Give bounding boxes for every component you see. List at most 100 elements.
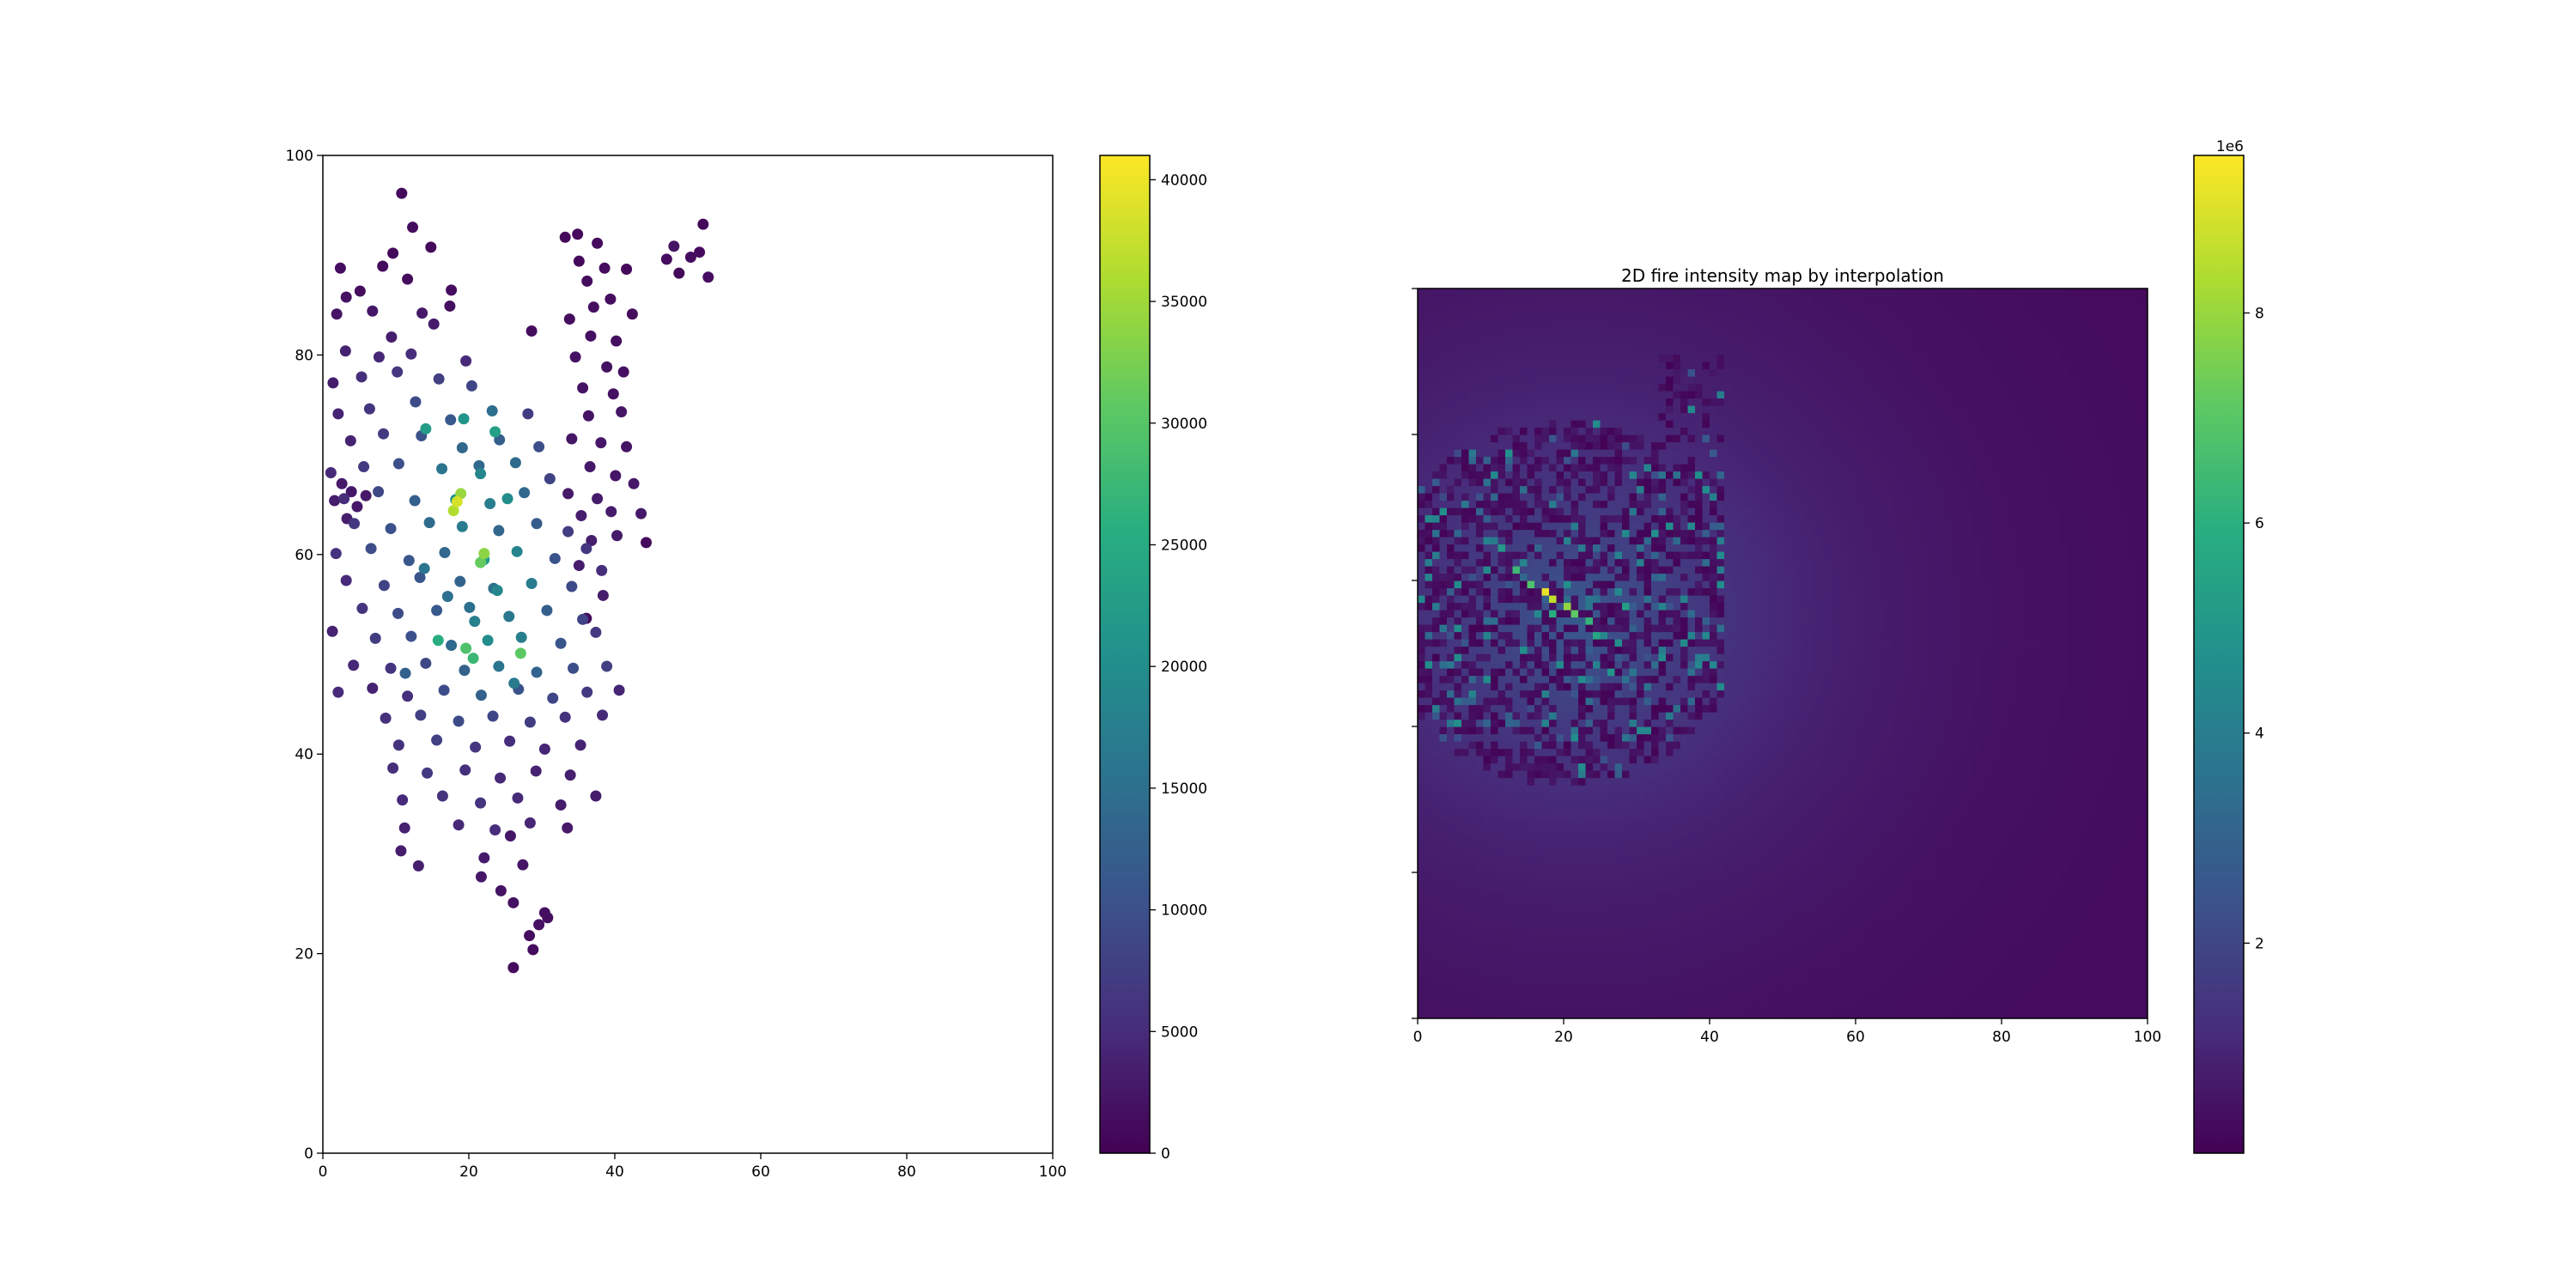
heatmap-cell [1505,952,1514,961]
heatmap-cell [1768,792,1777,800]
heatmap-cell [1710,989,1718,998]
scatter-point [544,472,556,484]
heatmap-cell [2060,916,2069,925]
heatmap-cell [1943,675,1952,683]
heatmap-cell [1943,762,1952,771]
heatmap-cell [2118,952,2127,961]
heatmap-cell [1614,806,1623,815]
heatmap-cell [1856,712,1864,720]
scatter-colorbar-tick-label: 35000 [1161,294,1207,311]
heatmap-cell [1716,704,1725,713]
heatmap-cell [1564,916,1572,925]
heatmap-cell [1877,923,1886,932]
heatmap-cell [1505,829,1514,837]
heatmap-cell [1826,814,1835,823]
heatmap-cell [2104,690,2112,698]
heatmap-cell [1447,748,1455,756]
heatmap-cell [1491,690,1499,698]
heatmap-cell [1643,938,1652,946]
heatmap-cell [1673,792,1681,800]
heatmap-cell [1578,690,1587,698]
heatmap-cell [1637,712,1645,720]
heatmap-cell [1432,1011,1441,1018]
heatmap-cell [1541,887,1550,896]
heatmap-cell [1914,821,1923,829]
heatmap-cell [1425,799,1433,808]
scatter-point [601,361,613,373]
heatmap-cell [1768,902,1777,910]
heatmap-cell [1702,697,1710,706]
heatmap-cell [1841,879,1850,888]
heatmap-cell [1651,975,1660,983]
heatmap-cell [2038,726,2046,735]
heatmap-cell [1848,1011,1856,1018]
heatmap-cell [1710,814,1718,823]
heatmap-cell [1549,872,1558,881]
heatmap-cell [1622,704,1631,713]
scatter-point [581,275,593,287]
heatmap-cell [2038,981,2046,990]
heatmap-cell [1994,908,2002,917]
heatmap-cell [1746,858,1754,866]
heatmap-cell [1783,865,1791,873]
heatmap-cell [1812,675,1820,683]
heatmap-cell [1666,850,1674,859]
heatmap-cell [1819,938,1827,946]
heatmap-cell [1505,733,1514,742]
heatmap-cell [1593,762,1601,771]
heatmap-cell [1877,1004,1886,1012]
heatmap-cell [2016,989,2025,998]
heatmap-cell [2118,719,2127,727]
heatmap-cell [1512,996,1521,1005]
heatmap-cell [1958,989,1966,998]
heatmap-cell [1965,975,1973,983]
heatmap-cell [1841,799,1850,808]
heatmap-cell [1768,945,1777,954]
heatmap-cell [2023,872,2032,881]
heatmap-cell [1994,697,2002,706]
heatmap-cell [1432,931,1441,939]
heatmap-cell [1972,712,1981,720]
heatmap-cell [1877,785,1886,793]
heatmap-cell [1775,923,1783,932]
heatmap-cell [1454,770,1462,779]
heatmap-cell [2008,996,2017,1005]
heatmap-cell [1950,879,1959,888]
heatmap-cell [2096,850,2105,859]
heatmap-cell [1498,697,1506,706]
heatmap-cell [1585,887,1594,896]
heatmap-cell [2096,777,2105,786]
heatmap-cell [1461,704,1470,713]
heatmap-cell [1578,726,1587,735]
heatmap-cell [2038,821,2046,829]
heatmap-cell [1658,690,1667,698]
heatmap-cell [2067,1011,2075,1018]
heatmap-cell [2060,872,2069,881]
heatmap-cell [1972,931,1981,939]
heatmap-cell [1812,785,1820,793]
heatmap-cell [1637,923,1645,932]
heatmap-cell [2118,923,2127,932]
heatmap-cell [1746,975,1754,983]
heatmap-cell [1899,792,1908,800]
heatmap-cell [2133,858,2142,866]
heatmap-cell [1965,756,1973,764]
heatmap-cell [1935,967,1944,975]
heatmap-cell [1862,741,1871,750]
scatter-point [607,388,619,400]
heatmap-cell [1979,843,1988,852]
heatmap-cell [2016,938,2025,946]
heatmap-cell [1797,843,1806,852]
heatmap-cell [1899,902,1908,910]
heatmap-cell [2104,931,2112,939]
heatmap-cell [1921,894,1929,902]
heatmap-cell [1454,835,1462,844]
heatmap-cell [1775,1004,1783,1012]
heatmap-cell [2002,704,2010,713]
heatmap-cell [2075,829,2083,837]
heatmap-cell [1775,975,1783,983]
heatmap-cell [2023,916,2032,925]
heatmap-cell [1666,989,1674,998]
heatmap-cell [1885,697,1893,706]
